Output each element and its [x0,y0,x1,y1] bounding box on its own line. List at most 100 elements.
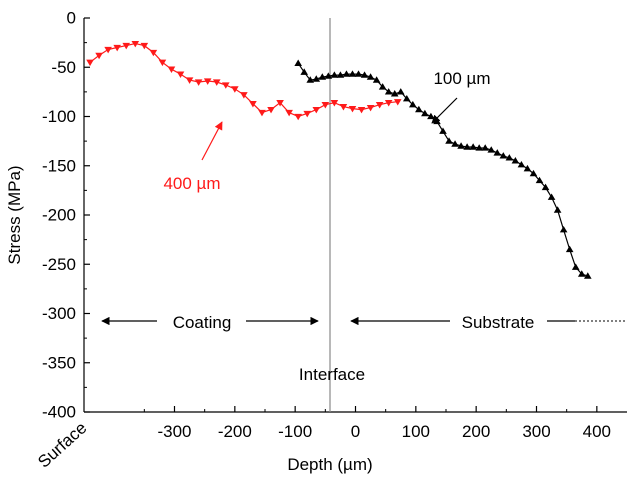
y-axis-ticks: 0 -50 -100 -150 -200 -250 -300 -350 -400 [42,9,90,422]
data-point [421,109,429,117]
arrow-400-pointer [201,121,223,161]
data-point [194,79,203,86]
annotations: Coating Substrate Interface 400 µm 100 µ… [34,69,625,472]
x-axis-title: Depth (µm) [287,455,372,474]
data-point [312,106,321,114]
data-point [122,42,131,50]
series-line [297,62,588,277]
data-point [547,193,556,200]
data-point [300,68,309,75]
data-point [402,94,411,102]
data-point [104,46,112,54]
data-point [312,75,321,82]
y-axis-title: Stress (MPa) [5,165,24,264]
x-tick-label: 0 [351,422,360,441]
data-point [354,70,363,77]
data-point [203,78,212,85]
data-point [294,113,302,121]
data-point [451,140,459,147]
data-point [409,100,417,108]
data-point [258,109,266,117]
series-line [89,42,398,118]
coating-label: Coating [173,313,232,332]
data-point [348,105,357,113]
data-point [565,245,574,253]
data-point [86,59,94,67]
x-tick-label: 300 [522,422,550,441]
data-point [366,73,375,80]
surface-label: Surface [34,418,90,471]
data-point [176,71,185,78]
data-point [384,100,393,107]
data-point [360,71,369,78]
data-point [433,117,441,125]
data-point [487,146,496,153]
data-point [541,183,550,191]
x-tick-label: 400 [583,422,611,441]
y-tick-label: -350 [42,353,76,372]
x-tick-label: 200 [462,422,490,441]
y-tick-label: -300 [42,304,76,323]
interface-label: Interface [299,365,365,384]
data-point [221,82,230,89]
series-100um [294,59,592,279]
data-point [303,110,312,118]
data-point [149,49,158,57]
data-point [577,270,586,277]
data-point [324,72,333,79]
data-point [378,83,387,90]
data-point [529,169,538,177]
data-point [375,102,384,109]
data-point [583,272,592,279]
y-tick-label: 0 [67,9,76,28]
data-point [336,71,345,78]
data-point [553,206,562,213]
data-point [493,149,502,156]
y-tick-label: -150 [42,156,76,175]
data-point [475,144,483,151]
data-point [357,106,366,114]
x-tick-label: -200 [218,422,252,441]
x-tick-label: 100 [402,422,430,441]
data-point [167,66,176,74]
series-100-label: 100 µm [433,69,490,88]
y-tick-label: -250 [42,255,76,274]
data-point [113,44,121,52]
data-point [212,79,221,86]
data-point [158,59,167,67]
data-point [457,142,465,149]
data-point [95,52,103,60]
substrate-label: Substrate [462,313,535,332]
series-400um [86,40,402,121]
data-point [306,76,315,83]
data-point [321,102,330,109]
data-point [185,77,194,84]
series-400-label: 400 µm [163,174,220,193]
y-tick-label: -200 [42,206,76,225]
data-point [463,143,471,150]
data-point [240,92,248,99]
y-tick-label: -100 [42,107,76,126]
data-point [396,88,405,95]
data-point [249,101,257,108]
x-tick-label: -300 [157,422,191,441]
data-point [330,71,339,78]
series-layer [86,40,592,279]
data-point [390,90,399,97]
data-point [571,263,580,270]
data-point [140,42,149,50]
y-tick-label: -400 [42,403,76,422]
data-point [330,100,339,107]
y-tick-label: -50 [51,58,76,77]
data-point [348,70,357,77]
x-axis-ticks: -300 -200 -100 0 100 200 300 400 [143,406,611,441]
data-point [393,99,402,106]
data-point [415,105,423,113]
arrow-100-pointer [431,97,458,124]
data-point [267,106,275,114]
data-point [439,127,447,134]
data-point [318,73,327,80]
data-point [384,88,393,95]
data-point [366,104,375,112]
